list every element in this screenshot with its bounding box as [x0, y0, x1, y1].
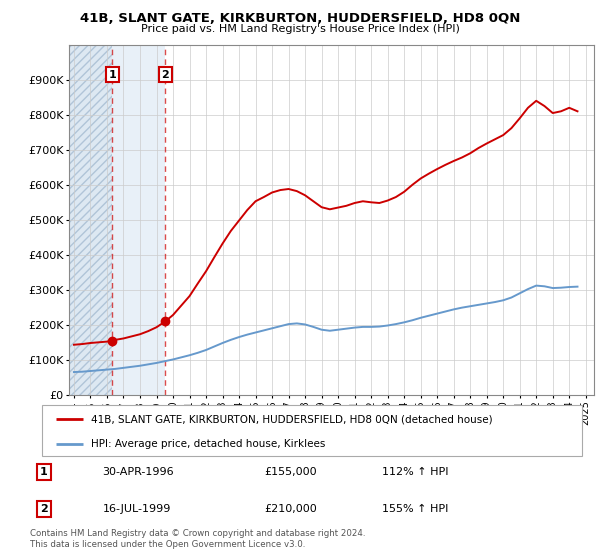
Bar	[69, 45, 112, 395]
Text: 1: 1	[109, 69, 116, 80]
Text: 2: 2	[40, 504, 48, 514]
Text: £210,000: £210,000	[265, 504, 317, 514]
Text: Price paid vs. HM Land Registry's House Price Index (HPI): Price paid vs. HM Land Registry's House …	[140, 24, 460, 34]
Text: 155% ↑ HPI: 155% ↑ HPI	[382, 504, 448, 514]
Text: Contains HM Land Registry data © Crown copyright and database right 2024.
This d: Contains HM Land Registry data © Crown c…	[30, 529, 365, 549]
Text: 41B, SLANT GATE, KIRKBURTON, HUDDERSFIELD, HD8 0QN: 41B, SLANT GATE, KIRKBURTON, HUDDERSFIEL…	[80, 12, 520, 25]
Text: 41B, SLANT GATE, KIRKBURTON, HUDDERSFIELD, HD8 0QN (detached house): 41B, SLANT GATE, KIRKBURTON, HUDDERSFIEL…	[91, 414, 492, 424]
Text: 1: 1	[40, 467, 48, 477]
Text: £155,000: £155,000	[265, 467, 317, 477]
Bar	[112, 45, 166, 395]
Text: HPI: Average price, detached house, Kirklees: HPI: Average price, detached house, Kirk…	[91, 438, 325, 449]
Text: 112% ↑ HPI: 112% ↑ HPI	[382, 467, 448, 477]
Text: 2: 2	[161, 69, 169, 80]
Text: 30-APR-1996: 30-APR-1996	[103, 467, 174, 477]
Text: 16-JUL-1999: 16-JUL-1999	[103, 504, 171, 514]
